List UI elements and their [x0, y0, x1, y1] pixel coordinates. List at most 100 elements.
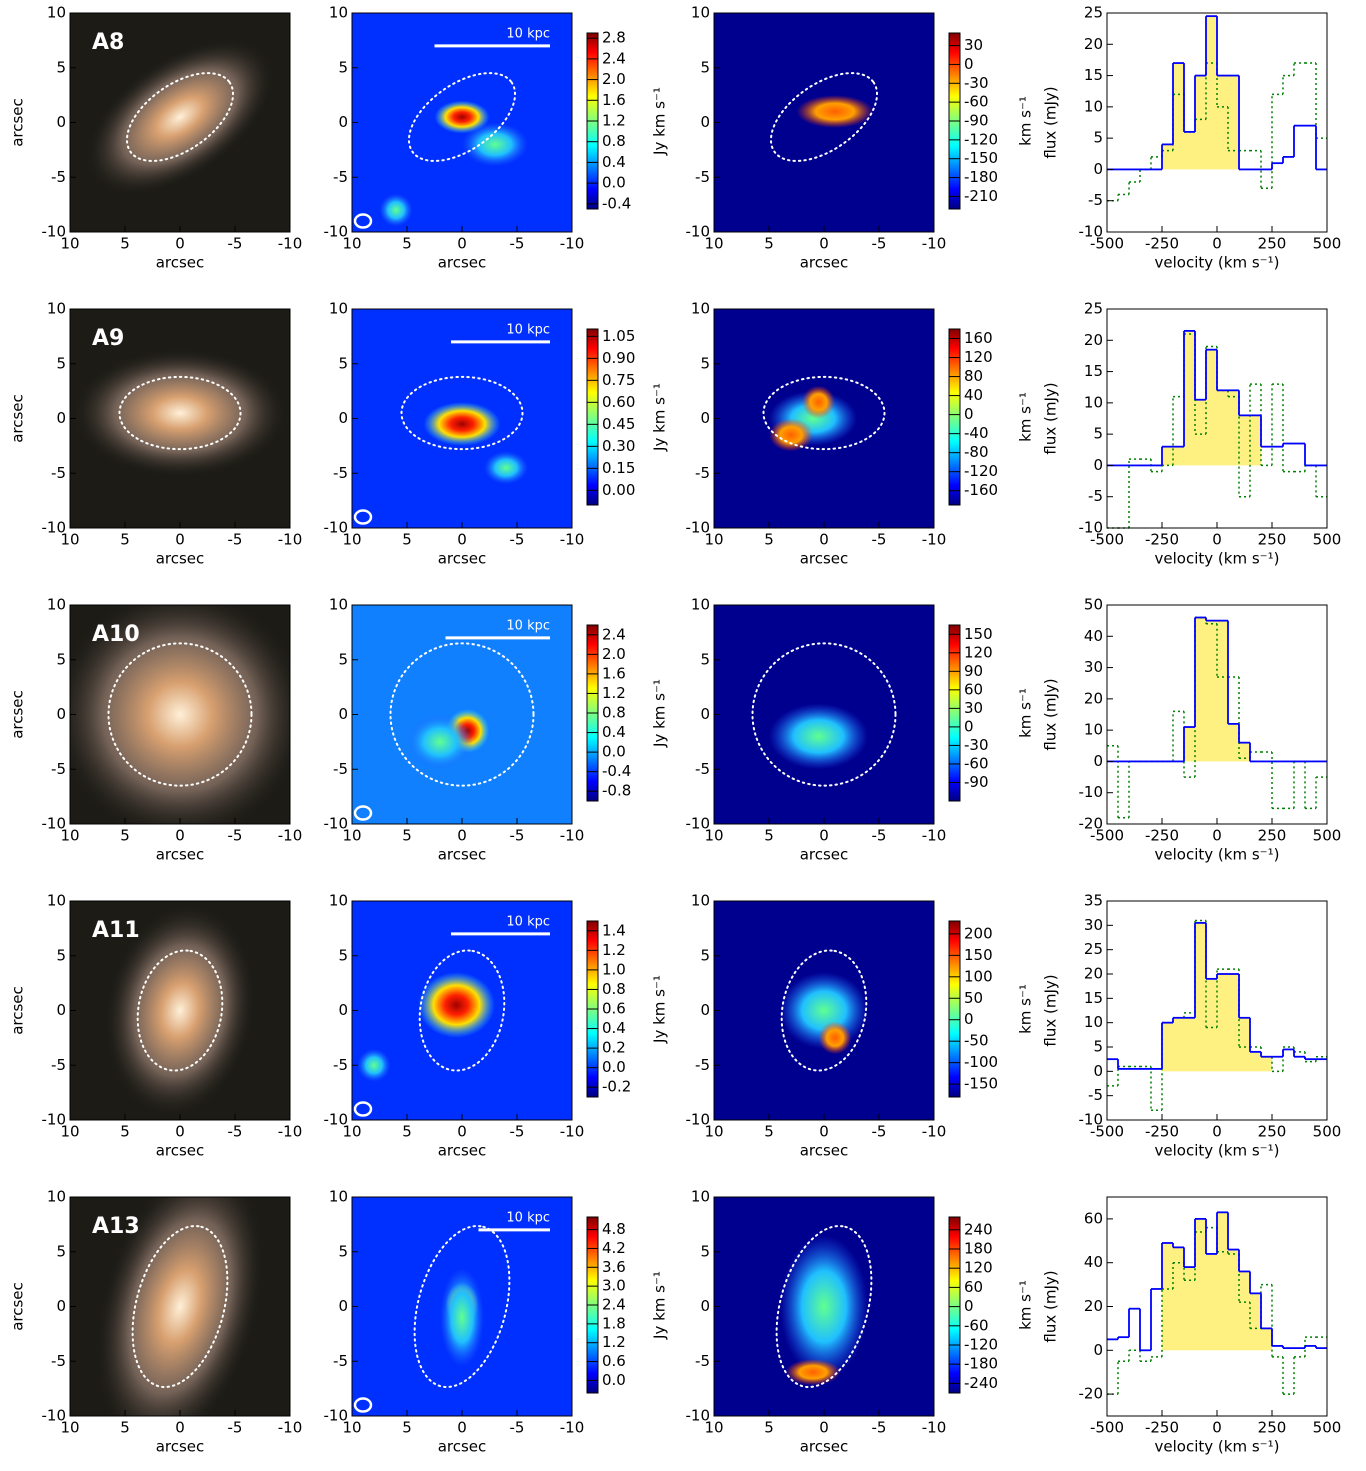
- x-tick-label: -5: [228, 1419, 243, 1437]
- colorbar-label: Jy km s⁻¹: [651, 975, 669, 1044]
- y-tick-label: 10: [47, 596, 66, 614]
- colorbar-tick-label: 2.4: [602, 1296, 626, 1314]
- x-axis-label: arcsec: [156, 550, 205, 568]
- y-tick-label: -10: [1079, 1111, 1104, 1129]
- colorbar-tick-label: 150: [964, 946, 993, 964]
- x-tick-label: 5: [120, 1419, 130, 1437]
- y-axis-label: arcsec: [9, 98, 27, 147]
- x-tick-label: 10: [342, 235, 361, 253]
- y-tick-label: 20: [1084, 965, 1103, 983]
- x-tick-label: 0: [457, 1123, 467, 1141]
- colorbar-tick-label: 0.4: [602, 723, 626, 741]
- y-tick-label: 10: [691, 596, 710, 614]
- y-tick-label: 10: [329, 300, 348, 318]
- x-tick-label: 0: [819, 531, 829, 549]
- colorbar-tick-label: 120: [964, 1259, 993, 1277]
- y-tick-label: 20: [1084, 689, 1103, 707]
- colorbar-tick-label: -90: [964, 112, 989, 130]
- x-tick-label: 0: [457, 827, 467, 845]
- colorbar-tick-label: 4.2: [602, 1239, 626, 1257]
- galaxy-label: A9: [92, 326, 124, 351]
- x-tick-label: 10: [704, 827, 723, 845]
- y-tick-label: 5: [56, 354, 66, 372]
- y-tick-label: -10: [686, 223, 711, 241]
- panel-image: [70, 901, 290, 1120]
- emission-fill: [1217, 390, 1228, 466]
- x-tick-label: 10: [60, 1123, 79, 1141]
- colorbar-tick-label: 0.0: [602, 1058, 626, 1076]
- y-tick-label: -5: [695, 1056, 710, 1074]
- colorbar-tick-label: -30: [964, 74, 989, 92]
- colorbar: [948, 624, 961, 802]
- y-tick-label: -5: [51, 1352, 66, 1370]
- x-tick-label: 0: [457, 235, 467, 253]
- y-tick-label: 0: [56, 705, 66, 723]
- scale-bar-label: 10 kpc: [506, 322, 550, 337]
- colorbar-label: km s⁻¹: [1017, 984, 1035, 1034]
- y-tick-label: -5: [51, 464, 66, 482]
- y-axis-label: flux (mJy): [1042, 678, 1060, 750]
- y-tick-label: 10: [329, 596, 348, 614]
- panel-image: [70, 13, 290, 232]
- x-tick-label: 0: [1212, 531, 1222, 549]
- x-tick-label: -10: [278, 1123, 303, 1141]
- emission-fill: [1195, 75, 1206, 170]
- y-tick-label: -5: [51, 168, 66, 186]
- y-tick-label: 5: [700, 946, 710, 964]
- colorbar-tick-label: 1.05: [602, 327, 635, 345]
- emission-fill: [1184, 1017, 1195, 1072]
- colorbar-tick-label: 0.4: [602, 153, 626, 171]
- colorbar-tick-label: 2.0: [602, 645, 626, 663]
- colorbar-tick-label: 2.0: [602, 70, 626, 88]
- x-tick-label: 10: [704, 531, 723, 549]
- colorbar-tick-label: 60: [964, 1278, 983, 1296]
- y-tick-label: -5: [333, 1352, 348, 1370]
- x-tick-label: -10: [922, 1419, 947, 1437]
- x-tick-label: 250: [1258, 827, 1287, 845]
- colorbar-tick-label: -40: [964, 424, 989, 442]
- y-tick-label: 15: [1084, 989, 1103, 1007]
- y-tick-label: 10: [691, 892, 710, 910]
- x-tick-label: 0: [1212, 1419, 1222, 1437]
- y-tick-label: 0: [338, 1297, 348, 1315]
- colorbar-tick-label: 0: [964, 405, 974, 423]
- x-tick-label: -500: [1090, 531, 1124, 549]
- beam: [353, 213, 373, 229]
- x-tick-label: -10: [922, 235, 947, 253]
- colorbar-tick-label: 0.2: [602, 1039, 626, 1057]
- x-tick-label: 5: [764, 235, 774, 253]
- y-axis-label: arcsec: [9, 394, 27, 443]
- emission: [802, 385, 835, 419]
- emission: [418, 972, 495, 1038]
- emission-fill: [1162, 1242, 1173, 1351]
- panel-image: [714, 1197, 934, 1416]
- colorbar-tick-label: 180: [964, 1240, 993, 1258]
- colorbar-tick-label: -0.2: [602, 1078, 631, 1096]
- colorbar-tick-label: -60: [964, 754, 989, 772]
- y-tick-label: 5: [56, 946, 66, 964]
- emission: [440, 1268, 484, 1367]
- colorbar: [586, 328, 599, 506]
- colorbar-tick-label: 120: [964, 348, 993, 366]
- x-tick-label: -5: [510, 827, 525, 845]
- emission-fill: [1173, 63, 1184, 170]
- colorbar-tick-label: 0.0: [602, 174, 626, 192]
- aperture-ellipse: [762, 375, 886, 451]
- emission: [94, 1197, 266, 1416]
- emission-fill: [1195, 617, 1206, 762]
- colorbar-tick-label: 1.2: [602, 1333, 626, 1351]
- emission-fill: [1206, 620, 1217, 762]
- colorbar-tick-label: 0: [964, 1297, 974, 1315]
- x-tick-label: 10: [704, 1123, 723, 1141]
- x-axis-label: arcsec: [438, 1438, 487, 1456]
- colorbar-tick-label: 60: [964, 680, 983, 698]
- y-tick-label: 10: [47, 892, 66, 910]
- y-tick-label: -20: [1079, 1385, 1104, 1403]
- x-tick-label: -10: [922, 1123, 947, 1141]
- x-axis-label: arcsec: [438, 550, 487, 568]
- scale-bar-label: 10 kpc: [506, 914, 550, 929]
- y-axis-label: arcsec: [9, 690, 27, 739]
- emission-fill: [1206, 16, 1217, 170]
- y-tick-label: 5: [700, 1242, 710, 1260]
- y-tick-label: 5: [56, 650, 66, 668]
